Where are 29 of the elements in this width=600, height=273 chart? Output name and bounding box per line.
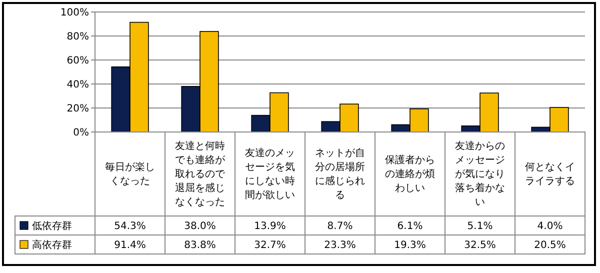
x-tick-label: 毎日が楽しくなった <box>105 161 155 187</box>
x-tick-label: ネットが自分の居場所に感じられる <box>315 147 365 201</box>
x-tick-label: 友達と何時でも連絡が取れるので退屈を感じなくなった <box>175 140 226 208</box>
legend-label: 高依存群 <box>32 239 72 251</box>
y-tick-label: 40% <box>66 80 89 90</box>
data-label: 6.1% <box>397 221 423 232</box>
data-label: 4.0% <box>537 221 563 232</box>
data-label: 13.9% <box>254 221 286 232</box>
y-tick-label: 80% <box>66 32 89 42</box>
data-label: 5.1% <box>467 221 493 232</box>
data-label: 32.7% <box>254 240 286 251</box>
y-tick-label: 100% <box>60 8 89 18</box>
y-tick-label: 60% <box>66 56 89 66</box>
x-tick-label: 何となくイライラする <box>525 162 575 187</box>
data-label: 19.3% <box>394 240 426 251</box>
y-tick-label: 20% <box>66 104 89 114</box>
data-label: 91.4% <box>114 240 146 251</box>
data-label: 23.3% <box>324 240 356 251</box>
x-tick-label: 友達のメッセージを気にしない時間が欲しい <box>245 147 295 201</box>
x-tick-label: 保護者からの連絡が煩わしい <box>385 154 435 194</box>
legend-label: 低依存群 <box>32 220 72 232</box>
data-label: 54.3% <box>114 221 146 232</box>
data-label: 20.5% <box>534 240 566 251</box>
data-label: 83.8% <box>184 240 216 251</box>
data-label: 38.0% <box>184 221 216 232</box>
x-tick-label: 友達からのメッセージが気になり落ち着かない <box>455 140 505 208</box>
data-label: 8.7% <box>327 221 353 232</box>
y-tick-label: 0% <box>73 128 89 138</box>
data-label: 32.5% <box>464 240 496 251</box>
